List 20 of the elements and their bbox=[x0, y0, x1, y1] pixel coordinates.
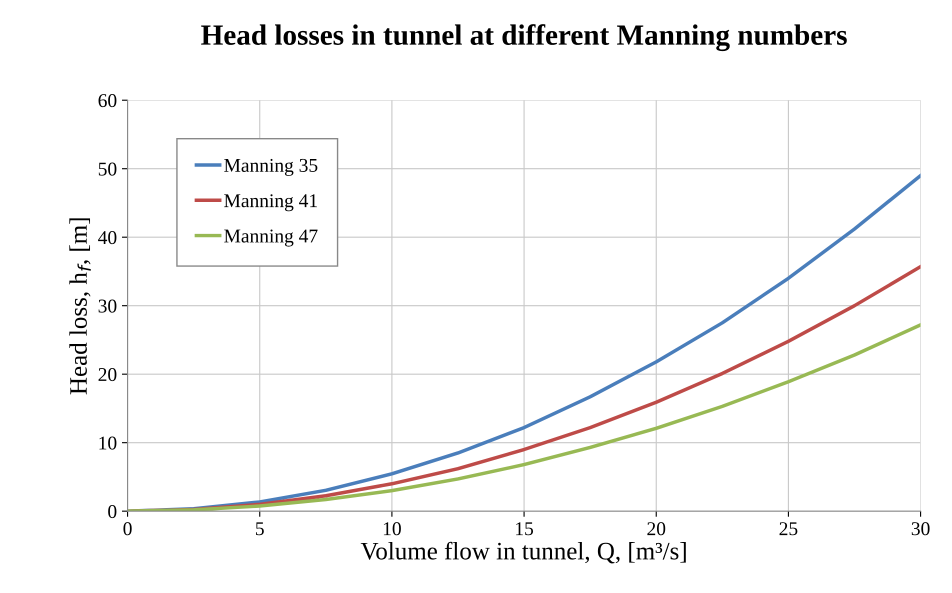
x-tick-label: 20 bbox=[647, 522, 666, 536]
x-tick-label: 5 bbox=[256, 522, 264, 536]
x-tick-label: 0 bbox=[123, 522, 132, 536]
y-tick-label: 60 bbox=[98, 94, 116, 108]
legend-label: Manning 35 bbox=[224, 158, 318, 176]
x-tick-label: 10 bbox=[384, 522, 401, 536]
legend-label: Manning 47 bbox=[224, 230, 318, 247]
x-tick-label: 30 bbox=[912, 522, 930, 536]
y-tick-label: 40 bbox=[98, 231, 116, 244]
x-axis-title: Volume flow in tunnel, Q, [m³/s] bbox=[360, 542, 686, 564]
y-tick-label: 50 bbox=[98, 162, 116, 176]
legend-label: Manning 41 bbox=[224, 194, 317, 212]
y-tick-label: 20 bbox=[98, 368, 116, 382]
x-tick-label: 25 bbox=[780, 522, 798, 536]
y-axis-title: Head loss, h$_{f}$, [m] bbox=[69, 218, 91, 394]
y-tick-label: 30 bbox=[98, 300, 116, 313]
y-tick-label: 10 bbox=[99, 436, 116, 450]
chart-title: Head losses in tunnel at different Manning numbers bbox=[201, 24, 847, 52]
x-tick-label: 15 bbox=[516, 522, 534, 536]
y-tick-label: 0 bbox=[108, 504, 116, 518]
